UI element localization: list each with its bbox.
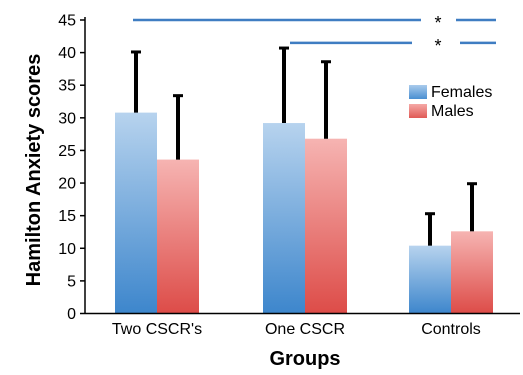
y-tick-label-10: 10 — [58, 241, 76, 258]
significance-marker-1: * — [434, 13, 441, 33]
y-tick-label-45: 45 — [58, 13, 76, 30]
bar-females-controls — [409, 245, 451, 314]
y-tick-label-40: 40 — [58, 45, 76, 62]
y-tick-label-5: 5 — [67, 273, 76, 290]
bar-males-two-cscr-s — [157, 159, 199, 314]
legend-swatch-males — [409, 104, 427, 118]
bar-males-one-cscr — [305, 138, 347, 314]
bar-females-one-cscr — [263, 123, 305, 314]
legend: Females Males — [409, 84, 492, 120]
bars-group — [115, 46, 493, 314]
significance-marker-2: * — [434, 36, 441, 56]
x-tick-label-two-cscr-s: Two CSCR's — [112, 321, 202, 338]
category-labels-group: Two CSCR's One CSCR Controls — [112, 321, 481, 338]
y-tick-label-35: 35 — [58, 78, 76, 95]
x-tick-label-one-cscr: One CSCR — [265, 321, 345, 338]
axes-group — [84, 17, 520, 315]
legend-swatch-females — [409, 85, 427, 99]
y-axis-title: Hamilton Anxiety scores — [23, 54, 45, 287]
bar-males-controls — [451, 231, 493, 314]
x-tick-label-controls: Controls — [421, 321, 481, 338]
significance-group: ** — [133, 13, 496, 56]
y-tick-label-20: 20 — [58, 176, 76, 193]
y-tick-label-15: 15 — [58, 208, 76, 225]
x-axis-title: Groups — [269, 348, 340, 370]
y-tick-label-25: 25 — [58, 143, 76, 160]
legend-label-males: Males — [431, 103, 474, 120]
y-tick-label-30: 30 — [58, 110, 76, 127]
legend-label-females: Females — [431, 84, 492, 101]
bar-females-two-cscr-s — [115, 112, 157, 314]
y-tick-label-0: 0 — [67, 306, 76, 323]
y-ticks-group: 0 5 10 15 20 25 30 35 40 45 — [58, 13, 85, 323]
